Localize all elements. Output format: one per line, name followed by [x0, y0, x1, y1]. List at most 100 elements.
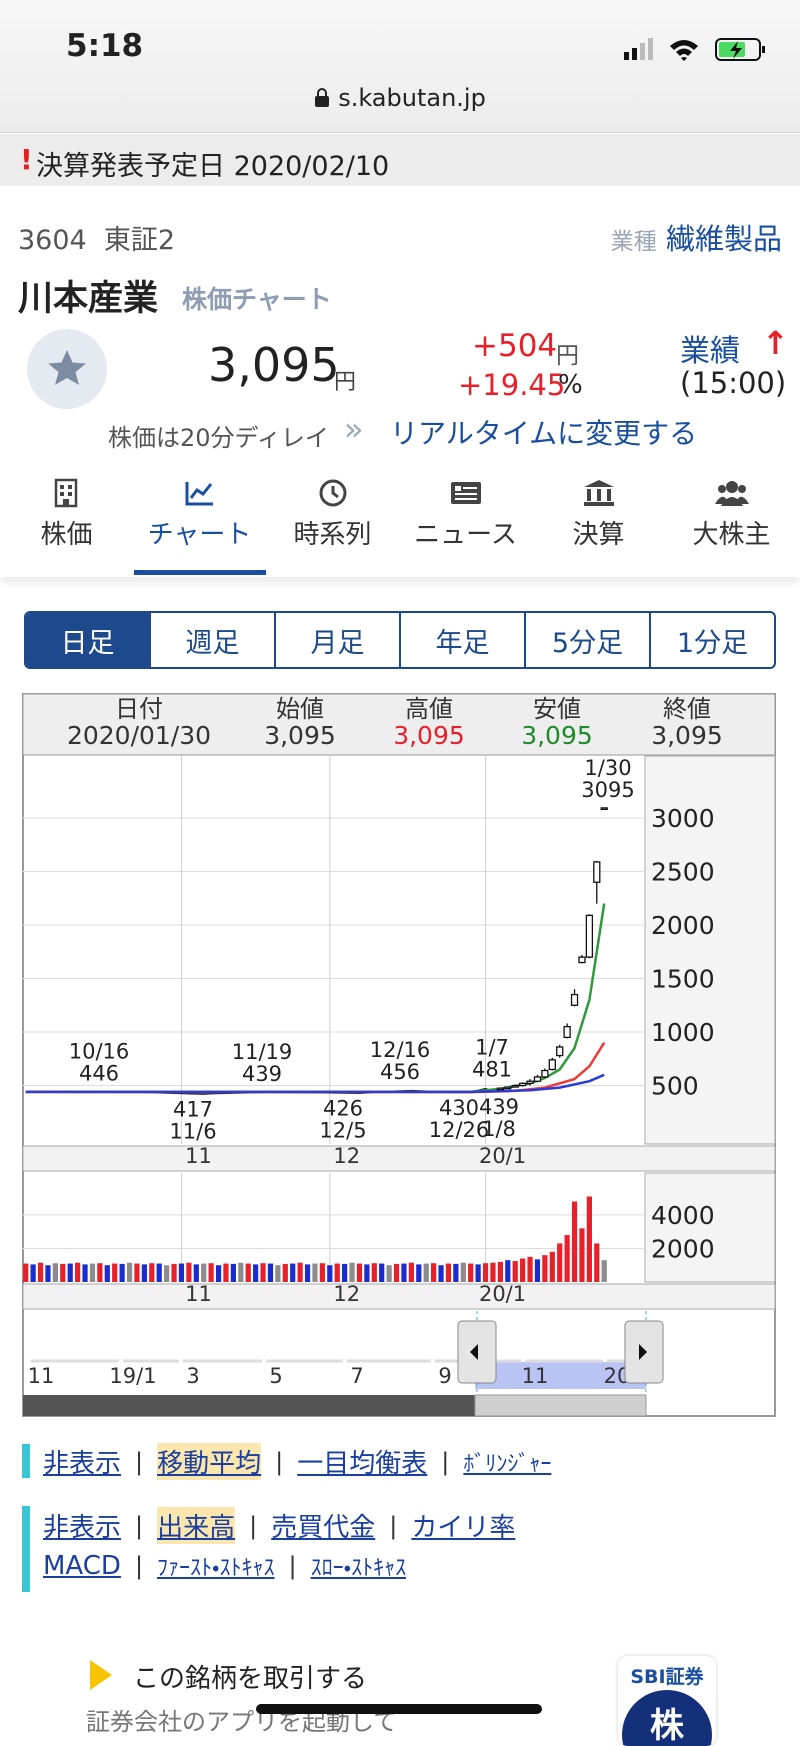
period-button[interactable]: 年足 [399, 613, 524, 667]
low-date-label: 11/6 [169, 1119, 216, 1143]
high-value-label: 456 [380, 1060, 420, 1084]
chart-option-link[interactable]: ﾎﾞﾘﾝｼﾞｬｰ [463, 1451, 552, 1477]
high-value-label: 446 [79, 1061, 119, 1085]
scrollbar-thumb[interactable] [474, 1394, 647, 1417]
tab[interactable]: 時系列 [266, 478, 399, 551]
moving-average-line [25, 1073, 605, 1094]
period-button[interactable]: 月足 [274, 613, 399, 667]
candle-body [548, 1059, 556, 1071]
period-button[interactable]: 1分足 [649, 613, 774, 667]
date-row [22, 1145, 776, 1172]
quote-value: 3,095 [264, 721, 336, 750]
sbi-logo[interactable]: SBI証券 株 [618, 1656, 716, 1746]
stock-code: 3604 [18, 225, 87, 256]
lower-links: 非表示 | 出来高 | 売買代金 | カイリ率 [43, 1507, 515, 1544]
tab[interactable]: チャート [133, 478, 266, 551]
volume-bar [356, 1263, 363, 1282]
chart: 日付2020/01/30始値3,095高値3,095安値3,095終値3,095… [22, 693, 776, 1417]
volume-bar [104, 1265, 110, 1282]
promo-text[interactable]: この銘柄を取引する [133, 1664, 368, 1694]
period-button[interactable]: 5分足 [524, 613, 649, 667]
volume-bar [497, 1261, 503, 1282]
volume-bar [371, 1263, 377, 1282]
separator: | [275, 1447, 284, 1476]
chart-option-link[interactable]: 非表示 [43, 1449, 122, 1479]
x-tick-label: 11 [185, 1282, 212, 1306]
quote-header [22, 693, 776, 756]
volume-bar [364, 1264, 370, 1282]
handle-arrow [470, 1344, 478, 1360]
url: s.kabutan.jp [338, 84, 486, 112]
volume-bar [126, 1262, 133, 1282]
x-tick-label: 11 [185, 1144, 212, 1168]
separator: | [135, 1511, 144, 1540]
period-button[interactable]: 日足 [26, 613, 149, 667]
chart-option-link[interactable]: 出来高 [157, 1507, 236, 1544]
quote-label: 高値 [405, 695, 453, 723]
low-date-label: 12/26 [429, 1118, 490, 1142]
volume-bar [164, 1265, 170, 1282]
y-tick-label: 2000 [651, 1234, 715, 1263]
tab-label: チャート [147, 520, 252, 550]
chart-option-link[interactable]: ﾌｧｰｽﾄ・ｽﾄｷｬｽ [157, 1556, 275, 1581]
axis-column [644, 755, 776, 1145]
volume-bar [141, 1264, 147, 1282]
volume-bar [586, 1196, 592, 1282]
y-tick-label: 1000 [651, 1018, 715, 1047]
tab-icon [319, 479, 346, 507]
tab-icon [54, 478, 77, 508]
navigator-label: 11 [28, 1364, 55, 1388]
industry[interactable]: 繊維製品 [665, 222, 782, 256]
volume-bar [571, 1201, 578, 1282]
favorite-button[interactable] [26, 328, 108, 410]
volume-bar [416, 1264, 422, 1282]
volume-bar [475, 1264, 481, 1282]
stock-code-line: 3604 東証2 [18, 218, 175, 257]
tab[interactable]: 決算 [532, 478, 665, 551]
navigator-label: 3 [186, 1364, 199, 1388]
volume-bar [342, 1263, 348, 1282]
tab[interactable]: ニュース [399, 478, 532, 551]
volume-bar [75, 1262, 81, 1282]
x-tick-label: 20/1 [479, 1144, 526, 1168]
quote-value: 2020/01/30 [67, 721, 211, 750]
volume-bar [438, 1265, 444, 1282]
volume-bar [201, 1263, 207, 1282]
separator: | [135, 1447, 144, 1476]
chart-option-link[interactable]: 移動平均 [157, 1443, 262, 1480]
chart-option-link[interactable]: ｽﾛｰ・ｽﾄｷｬｽ [310, 1556, 407, 1581]
tab-label: 株価 [40, 520, 93, 550]
link-bar [22, 1506, 30, 1592]
chart-option-link[interactable]: MACD [43, 1551, 121, 1581]
chart-option-link[interactable]: 非表示 [43, 1513, 122, 1543]
navigator-label: 19/1 [109, 1364, 156, 1388]
high-date-label: 1/30 [584, 756, 631, 780]
realtime-link[interactable]: リアルタイムに変更する [390, 417, 698, 450]
navigator-label: 7 [350, 1364, 363, 1388]
low-value-label: 426 [323, 1096, 363, 1120]
chart-option-link[interactable]: 一目均衡表 [297, 1449, 428, 1479]
volume-bar [564, 1235, 570, 1282]
volume-bar [319, 1263, 325, 1282]
browser-bar: 5:18 s.kabutan.jp [0, 0, 800, 133]
volume-bar [260, 1263, 266, 1282]
stock-name: 川本産業 [18, 279, 159, 319]
candle-body [504, 1086, 512, 1090]
tab[interactable]: 大株主 [665, 478, 798, 551]
volume-bar [253, 1264, 259, 1282]
period-button[interactable]: 週足 [149, 613, 274, 667]
url-bar[interactable]: s.kabutan.jp [0, 84, 800, 112]
chart-option-link[interactable]: カイリ率 [411, 1513, 516, 1543]
volume-bar [97, 1263, 103, 1282]
tab[interactable]: 株価 [0, 478, 133, 551]
x-tick-label: 20/1 [479, 1282, 526, 1306]
chart-option-link[interactable]: 売買代金 [271, 1513, 376, 1543]
volume-bar [386, 1265, 392, 1282]
candle-body [533, 1076, 542, 1082]
volume-bar [579, 1228, 585, 1282]
volume-bar [37, 1262, 44, 1282]
results-link[interactable]: 業績 [680, 334, 740, 369]
scrollbar-track [23, 1395, 476, 1416]
candle-body [593, 861, 601, 883]
volume-bar [67, 1263, 73, 1282]
